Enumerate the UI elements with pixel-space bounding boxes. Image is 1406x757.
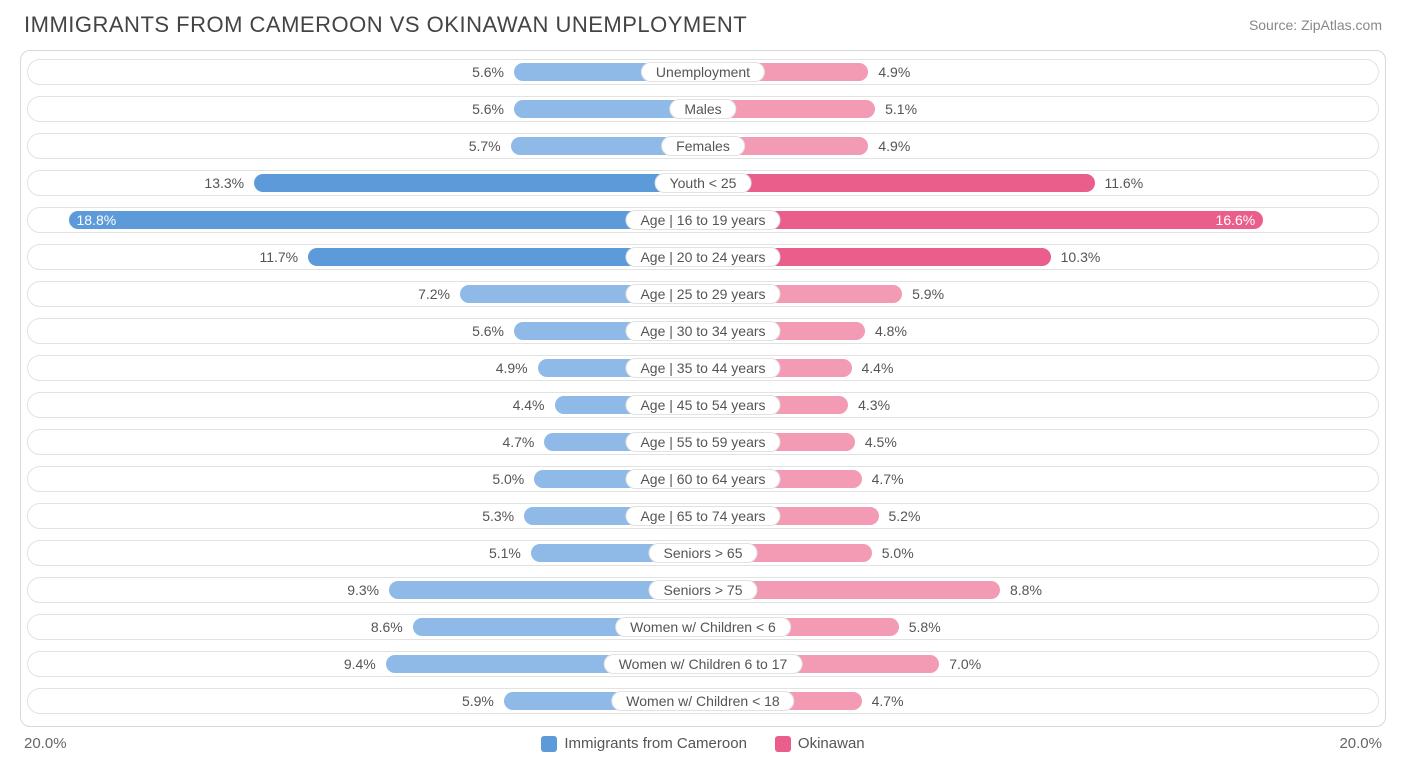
chart-title: IMMIGRANTS FROM CAMEROON VS OKINAWAN UNE…	[24, 12, 747, 38]
bar-value-right: 4.5%	[855, 434, 897, 450]
chart-row: 9.3% 8.8% Seniors > 75	[27, 577, 1379, 603]
category-label: Women w/ Children < 18	[611, 691, 794, 711]
legend: Immigrants from Cameroon Okinawan	[541, 735, 864, 752]
bar-value-right: 4.9%	[868, 64, 910, 80]
category-label: Women w/ Children < 6	[615, 617, 791, 637]
bar-value-right: 10.3%	[1051, 249, 1101, 265]
axis-max-left: 20.0%	[24, 735, 67, 752]
bar-value-right: 7.0%	[939, 656, 981, 672]
bar-value-left: 5.6%	[472, 323, 514, 339]
bar-value-right: 4.8%	[865, 323, 907, 339]
legend-label-left: Immigrants from Cameroon	[564, 735, 747, 752]
chart-row: 8.6% 5.8% Women w/ Children < 6	[27, 614, 1379, 640]
bar-value-left: 18.8%	[77, 212, 117, 228]
axis-max-right: 20.0%	[1339, 735, 1382, 752]
category-label: Age | 65 to 74 years	[625, 506, 780, 526]
chart-row: 18.8% 16.6% Age | 16 to 19 years	[27, 207, 1379, 233]
bar-value-right: 5.0%	[872, 545, 914, 561]
chart-row: 11.7% 10.3% Age | 20 to 24 years	[27, 244, 1379, 270]
category-label: Age | 45 to 54 years	[625, 395, 780, 415]
bar-value-left: 5.3%	[482, 508, 524, 524]
category-label: Youth < 25	[655, 173, 752, 193]
bar-right: 11.6%	[703, 174, 1095, 192]
chart-row: 5.6% 5.1% Males	[27, 96, 1379, 122]
chart-row: 5.1% 5.0% Seniors > 65	[27, 540, 1379, 566]
bar-value-left: 5.7%	[469, 138, 511, 154]
bar-value-right: 5.8%	[899, 619, 941, 635]
chart-row: 4.4% 4.3% Age | 45 to 54 years	[27, 392, 1379, 418]
category-label: Males	[669, 99, 736, 119]
chart-panel: 5.6% 4.9% Unemployment 5.6% 5.1% Males 5.7% 4.9…	[20, 50, 1386, 727]
bar-value-left: 5.0%	[492, 471, 534, 487]
bar-value-left: 7.2%	[418, 286, 460, 302]
bar-left: 18.8%	[69, 211, 704, 229]
bar-value-left: 4.4%	[513, 397, 555, 413]
bar-value-left: 13.3%	[204, 175, 254, 191]
chart-footer: 20.0% Immigrants from Cameroon Okinawan …	[24, 735, 1382, 752]
chart-header: IMMIGRANTS FROM CAMEROON VS OKINAWAN UNE…	[0, 0, 1406, 46]
category-label: Females	[661, 136, 745, 156]
bar-value-left: 11.7%	[259, 249, 308, 265]
category-label: Age | 25 to 29 years	[625, 284, 780, 304]
bar-right: 16.6%	[703, 211, 1263, 229]
category-label: Age | 60 to 64 years	[625, 469, 780, 489]
chart-row: 13.3%11.6%Youth < 25	[27, 170, 1379, 196]
bar-value-right: 4.9%	[868, 138, 910, 154]
bar-value-right: 4.3%	[848, 397, 890, 413]
bar-value-left: 9.4%	[344, 656, 386, 672]
bar-value-right: 11.6%	[1095, 175, 1144, 191]
bar-value-right: 5.9%	[902, 286, 944, 302]
chart-source: Source: ZipAtlas.com	[1249, 17, 1382, 33]
category-label: Unemployment	[641, 62, 765, 82]
bar-value-right: 5.1%	[875, 101, 917, 117]
bar-value-right: 4.4%	[852, 360, 894, 376]
chart-row: 4.7% 4.5% Age | 55 to 59 years	[27, 429, 1379, 455]
category-label: Age | 35 to 44 years	[625, 358, 780, 378]
category-label: Age | 55 to 59 years	[625, 432, 780, 452]
chart-row: 5.6% 4.9% Unemployment	[27, 59, 1379, 85]
category-label: Seniors > 65	[649, 543, 758, 563]
chart-row: 5.7% 4.9% Females	[27, 133, 1379, 159]
chart-row: 5.0% 4.7% Age | 60 to 64 years	[27, 466, 1379, 492]
bar-value-left: 5.9%	[462, 693, 504, 709]
bar-value-right: 8.8%	[1000, 582, 1042, 598]
legend-item-right: Okinawan	[775, 735, 865, 752]
chart-row: 7.2% 5.9% Age | 25 to 29 years	[27, 281, 1379, 307]
bar-value-left: 5.6%	[472, 64, 514, 80]
chart-row: 5.6% 4.8% Age | 30 to 34 years	[27, 318, 1379, 344]
bar-value-right: 5.2%	[879, 508, 921, 524]
legend-label-right: Okinawan	[798, 735, 865, 752]
category-label: Women w/ Children 6 to 17	[604, 654, 803, 674]
bar-value-right: 4.7%	[862, 693, 904, 709]
legend-swatch-right	[775, 736, 791, 752]
bar-value-left: 4.9%	[496, 360, 538, 376]
bar-value-left: 8.6%	[371, 619, 413, 635]
chart-row: 5.3% 5.2% Age | 65 to 74 years	[27, 503, 1379, 529]
bar-value-right: 16.6%	[1216, 212, 1256, 228]
bar-value-left: 5.1%	[489, 545, 531, 561]
bar-value-left: 4.7%	[502, 434, 544, 450]
category-label: Age | 16 to 19 years	[625, 210, 780, 230]
legend-swatch-left	[541, 736, 557, 752]
category-label: Seniors > 75	[649, 580, 758, 600]
bar-value-right: 4.7%	[862, 471, 904, 487]
chart-row: 9.4% 7.0% Women w/ Children 6 to 17	[27, 651, 1379, 677]
category-label: Age | 30 to 34 years	[625, 321, 780, 341]
chart-row: 5.9% 4.7% Women w/ Children < 18	[27, 688, 1379, 714]
bar-value-left: 9.3%	[347, 582, 389, 598]
bar-left: 13.3%	[254, 174, 703, 192]
category-label: Age | 20 to 24 years	[625, 247, 780, 267]
legend-item-left: Immigrants from Cameroon	[541, 735, 747, 752]
chart-row: 4.9% 4.4% Age | 35 to 44 years	[27, 355, 1379, 381]
bar-value-left: 5.6%	[472, 101, 514, 117]
